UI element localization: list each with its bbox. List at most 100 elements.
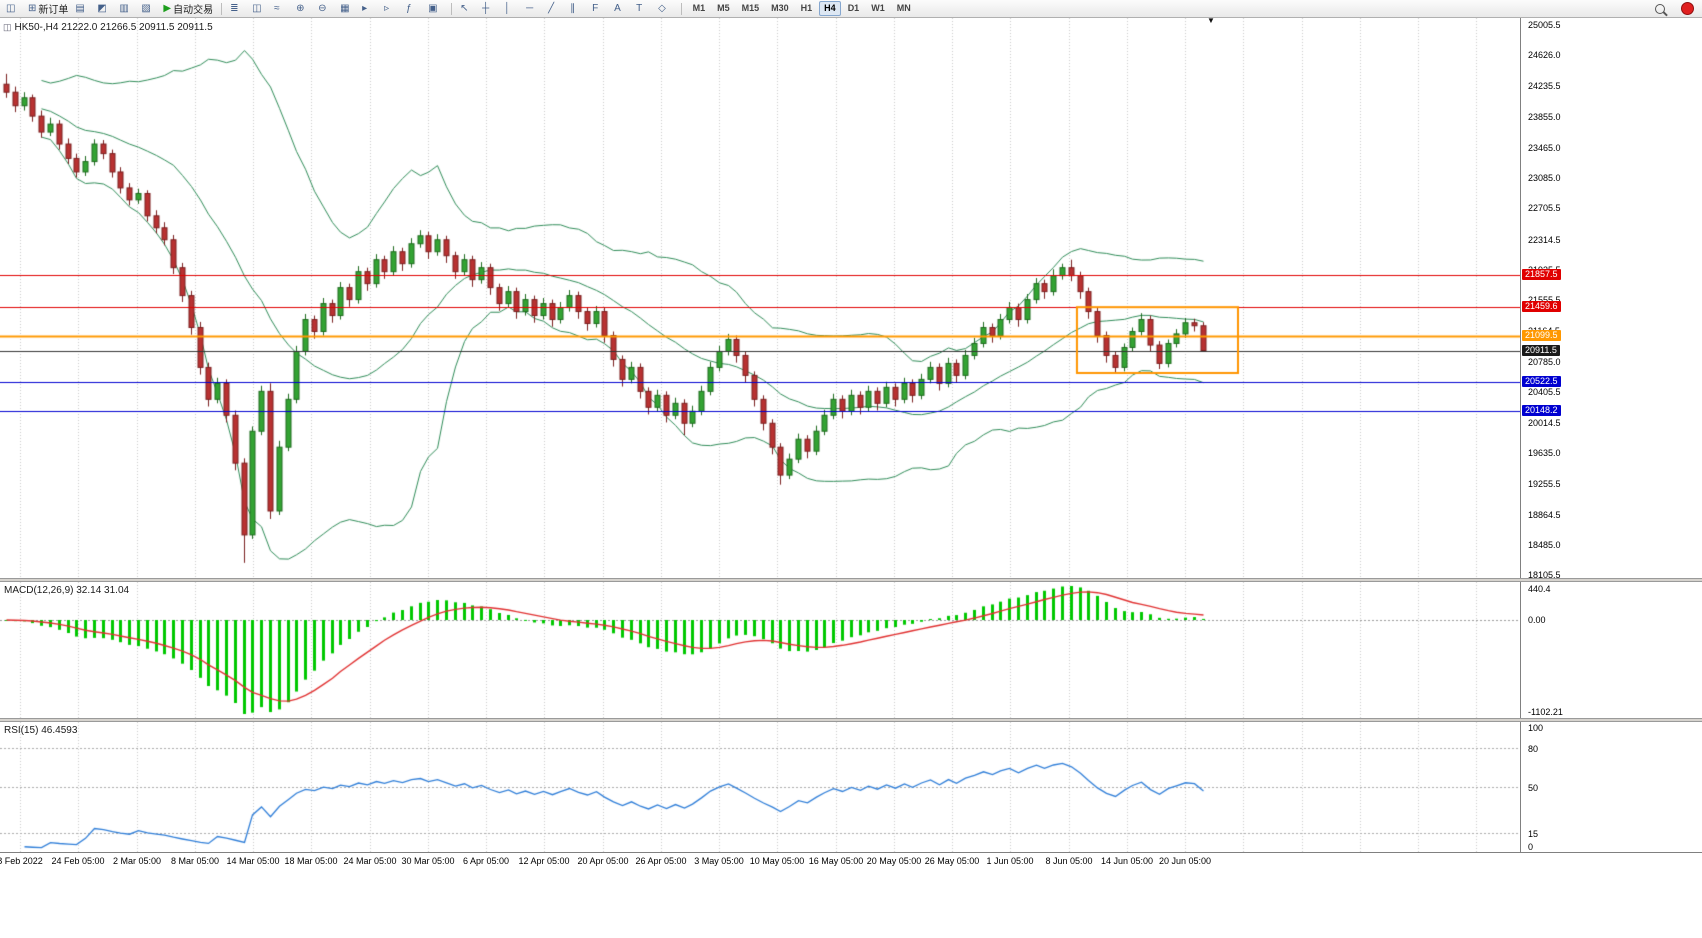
time-label: 8 Jun 05:00 [1045, 856, 1093, 866]
symbol-ohlc-label: ◫ HK50-,H4 21222.0 21266.5 20911.5 20911.… [3, 22, 213, 33]
fibonacci-button[interactable]: F [589, 0, 610, 17]
chart-profiles-icon: ▤ [75, 2, 85, 14]
new-order-button[interactable]: ⊞ 新订单 [25, 0, 71, 17]
pane-separator-macd[interactable] [0, 578, 1702, 582]
new-chart-icon: ◫ [6, 2, 16, 14]
cursor-icon: ↖ [460, 2, 469, 14]
search-icon [1655, 3, 1665, 14]
search-button[interactable] [1652, 0, 1673, 17]
fibonacci-icon: F [592, 2, 599, 14]
cursor-button[interactable]: ↖ [457, 0, 478, 17]
tile-windows-button[interactable]: ▦ [337, 0, 358, 17]
strategy-tester-button[interactable]: ▧ [138, 0, 159, 17]
time-label: 2 Mar 05:00 [112, 856, 162, 866]
timeframe-button-h4[interactable]: H4 [819, 1, 841, 16]
macd-label: MACD(12,26,9) 32.14 31.04 [4, 585, 129, 596]
rsi-axis-label: 0 [1528, 842, 1534, 852]
auto-scroll-icon: ▸ [362, 2, 368, 14]
toolbar: ◫ ⊞ 新订单 ▤ ◩ ▥ ▧ ▶ 自动交易 ≣ ◫ ≈ ⊕ ⊖ ▦ ▸ ▹ ƒ ▣ ↖ ┼ │ ─ ╱ ∥ F A T ◇ M1 M5 M1… [0, 0, 1702, 18]
strategy-tester-icon: ▧ [141, 2, 151, 14]
horizontal-line-icon: ─ [526, 2, 534, 14]
macd-values: 32.14 31.04 [76, 585, 130, 596]
vertical-line-button[interactable]: │ [501, 0, 522, 17]
macd-canvas[interactable] [0, 582, 1520, 718]
line-chart-icon: ≈ [274, 2, 280, 14]
macd-axis-label: 0.00 [1528, 615, 1546, 625]
notification-badge[interactable] [1681, 2, 1694, 15]
time-label: 16 May 05:00 [808, 856, 864, 866]
text-label-button[interactable]: T [633, 0, 654, 17]
price-axis[interactable]: 25005.5 24626.0 24235.5 23855.0 23465.0 23085… [1521, 18, 1702, 852]
time-label: 26 Apr 05:00 [635, 856, 687, 866]
templates-button[interactable]: ▣ [425, 0, 446, 17]
time-label: 18 Mar 05:00 [284, 856, 338, 866]
rsi-text: RSI(15) 46.4593 [4, 725, 78, 736]
new-chart-button[interactable]: ◫ [3, 0, 24, 17]
bar-chart-icon: ≣ [230, 2, 239, 14]
time-label: 14 Mar 05:00 [226, 856, 280, 866]
autotrading-button[interactable]: ▶ 自动交易 [160, 0, 216, 17]
price-highlight-label: 21459.6 [1522, 300, 1561, 312]
tile-windows-icon: ▦ [340, 2, 350, 14]
macd-name: MACD(12,26,9) [4, 585, 74, 596]
chart-shift-icon: ▹ [384, 2, 390, 14]
candlestick-chart-icon: ◫ [252, 2, 262, 14]
time-axis[interactable]: 8 Feb 2022 24 Feb 05:00 2 Mar 05:00 8 Mar 0… [0, 852, 1702, 871]
horizontal-line-button[interactable]: ─ [523, 0, 544, 17]
price-tick: 23855.0 [1528, 111, 1561, 122]
rsi-axis-label: 80 [1528, 744, 1539, 754]
price-tick: 22705.5 [1528, 203, 1561, 214]
text-button[interactable]: A [611, 0, 632, 17]
shapes-icon: ◇ [658, 2, 666, 14]
bottom-space [0, 870, 1702, 938]
rsi-canvas[interactable] [0, 722, 1520, 852]
time-label: 3 May 05:00 [694, 856, 744, 866]
toolbar-separator [451, 2, 453, 15]
pane-separator-rsi[interactable] [0, 718, 1702, 722]
trendline-button[interactable]: ╱ [545, 0, 566, 17]
autotrading-icon: ▶ [163, 2, 172, 14]
timeframe-button-m5[interactable]: M5 [717, 3, 730, 13]
price-tick: 18485.0 [1528, 540, 1561, 551]
timeframe-button-d1[interactable]: D1 [847, 3, 860, 13]
price-highlight-label: 21857.5 [1522, 269, 1561, 281]
price-tick: 19255.5 [1528, 478, 1561, 489]
price-highlight-label: 21099.5 [1522, 329, 1561, 341]
time-label: 12 Apr 05:00 [518, 856, 570, 866]
bar-marker-icon: ▼ [1207, 16, 1215, 25]
time-label: 20 May 05:00 [866, 856, 922, 866]
rsi-axis-label: 50 [1528, 783, 1539, 793]
line-chart-button[interactable]: ≈ [271, 0, 292, 17]
market-watch-button[interactable]: ◩ [94, 0, 115, 17]
chart-shift-button[interactable]: ▹ [381, 0, 402, 17]
data-window-button[interactable]: ▥ [116, 0, 137, 17]
timeframe-button-h1[interactable]: H1 [800, 3, 813, 13]
toolbar-buttons: ◫ ⊞ 新订单 ▤ ◩ ▥ ▧ ▶ 自动交易 ≣ ◫ ≈ ⊕ ⊖ ▦ ▸ ▹ ƒ ▣ ↖ ┼ │ ─ ╱ ∥ F A T ◇ M1 M5 M1… [3, 0, 916, 17]
autotrading-label: 自动交易 [173, 5, 214, 16]
crosshair-button[interactable]: ┼ [479, 0, 500, 17]
vertical-line-icon: │ [504, 2, 511, 14]
shapes-button[interactable]: ◇ [655, 0, 676, 17]
equidistant-channel-button[interactable]: ∥ [567, 0, 588, 17]
price-chart-canvas[interactable] [0, 18, 1520, 578]
time-label: 8 Feb 2022 [0, 856, 43, 866]
zoom-out-button[interactable]: ⊖ [315, 0, 336, 17]
timeframe-button-mn[interactable]: MN [896, 3, 911, 13]
equidistant-channel-icon: ∥ [570, 2, 576, 14]
price-tick: 19635.0 [1528, 448, 1561, 459]
timeframe-button-m15[interactable]: M15 [741, 3, 760, 13]
time-label: 30 Mar 05:00 [401, 856, 455, 866]
auto-scroll-button[interactable]: ▸ [359, 0, 380, 17]
bar-chart-button[interactable]: ≣ [227, 0, 248, 17]
timeframe-button-m1[interactable]: M1 [692, 3, 706, 13]
timeframe-button-w1[interactable]: W1 [871, 3, 885, 13]
price-tick: 23085.0 [1528, 173, 1561, 184]
time-label: 20 Jun 05:00 [1158, 856, 1212, 866]
timeframe-button-m30[interactable]: M30 [771, 3, 789, 13]
candlestick-chart-button[interactable]: ◫ [249, 0, 270, 17]
zoom-in-button[interactable]: ⊕ [293, 0, 314, 17]
indicators-button[interactable]: ƒ [403, 0, 424, 17]
price-highlight-label: 20522.5 [1522, 375, 1561, 387]
chart-profiles-button[interactable]: ▤ [72, 0, 93, 17]
